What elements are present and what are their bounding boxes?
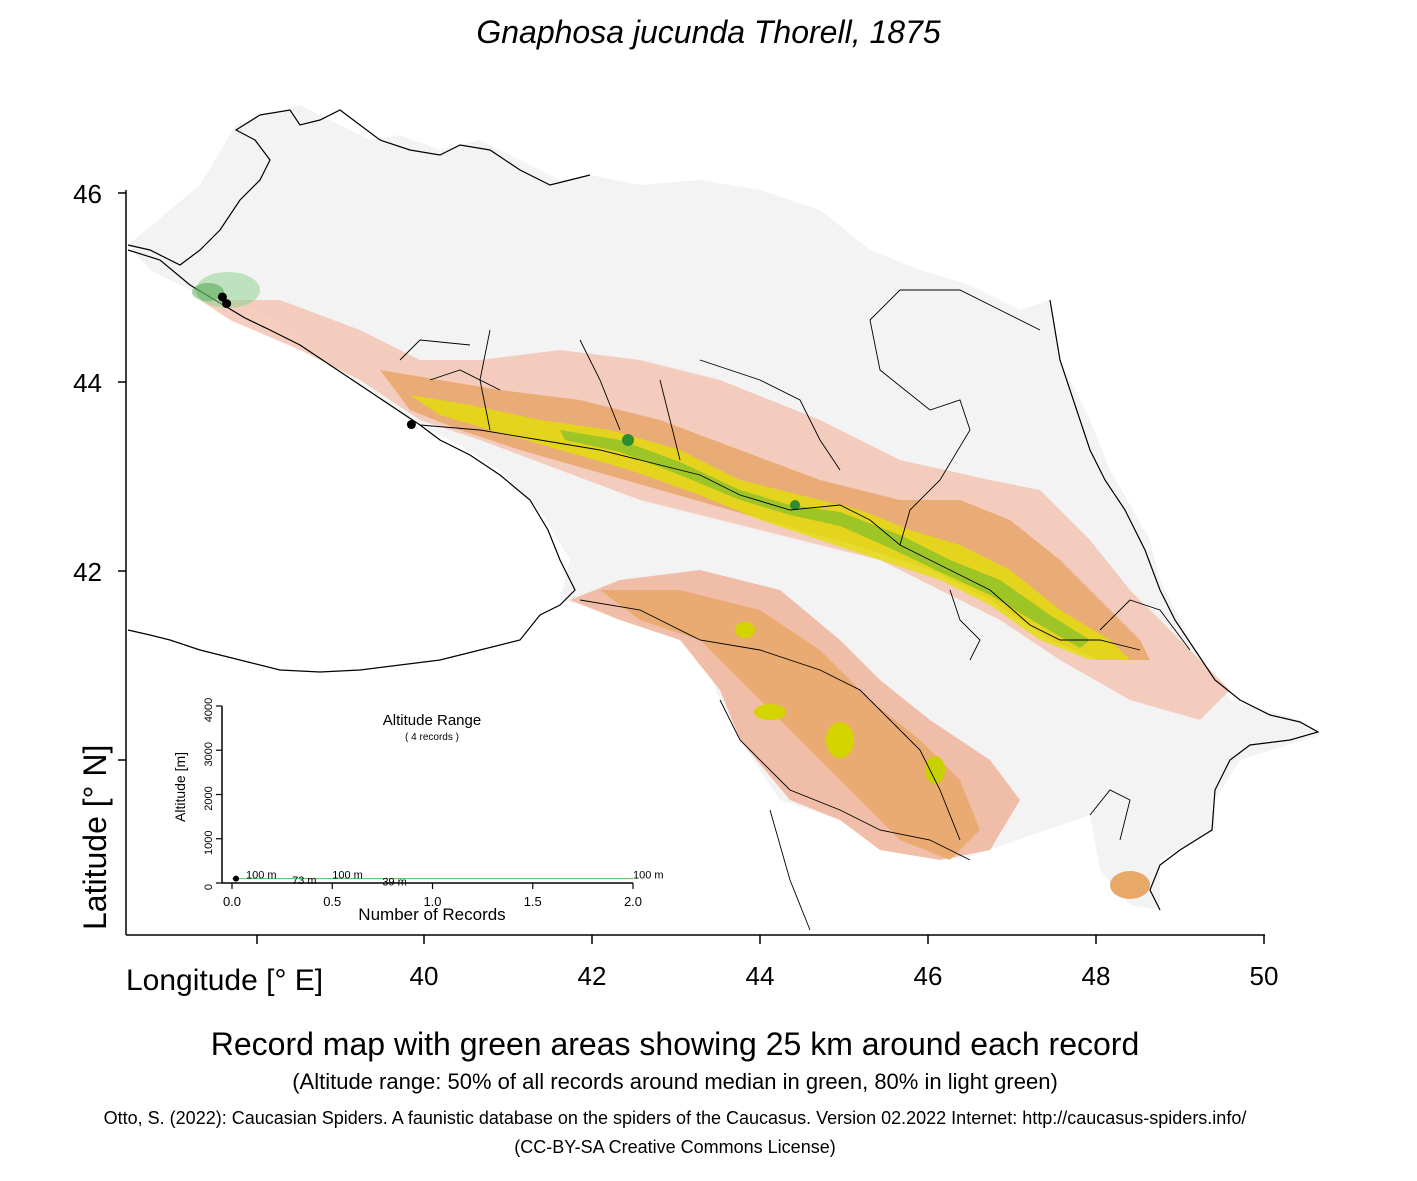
record-point <box>406 420 416 430</box>
inset-y-tick-label: 4000 <box>203 698 215 722</box>
altitude-inset: 0 1000 2000 3000 4000 0.0 0.5 1.0 1.5 2.0 Altitu… <box>172 698 664 924</box>
inset-title: Altitude Range <box>383 712 481 729</box>
peak-elbrus <box>622 434 634 446</box>
x-axis-ticks <box>256 935 1265 944</box>
x-tick-label: 50 <box>1250 961 1279 991</box>
black-sea-coast <box>127 249 576 673</box>
mid-range-south <box>600 590 980 860</box>
y-axis-label: Latitude [° N] <box>77 745 113 930</box>
inset-x-ticks: 0.0 0.5 1.0 1.5 2.0 <box>223 883 642 909</box>
admin-borders <box>399 289 1191 931</box>
inset-y-tick-label: 3000 <box>203 742 215 766</box>
highland-spot <box>826 722 854 758</box>
record-buffer-area <box>196 272 260 308</box>
citation: Otto, S. (2022): Caucasian Spiders. A fa… <box>103 1108 1247 1128</box>
x-tick-label: 46 <box>914 961 943 991</box>
inset-y-label: Altitude [m] <box>172 752 188 822</box>
inset-x-tick-label: 0.0 <box>223 894 241 909</box>
highland-spot <box>735 622 755 638</box>
inset-x-tick-label: 0.5 <box>323 894 341 909</box>
caption-sub: (Altitude range: 50% of all records arou… <box>292 1069 1058 1094</box>
record-buffer-area <box>192 283 224 301</box>
inset-y-tick-label: 2000 <box>203 786 215 810</box>
inset-x-tick-label: 1.5 <box>524 894 542 909</box>
x-axis-label: Longitude [° E] <box>126 964 323 997</box>
inset-y-tick-label: 1000 <box>203 831 215 855</box>
talysh-highland <box>1110 871 1150 899</box>
x-tick-label: 42 <box>578 961 607 991</box>
y-tick-label: 44 <box>73 368 102 398</box>
y-tick-label: 46 <box>73 179 102 209</box>
x-tick-label: 44 <box>746 961 775 991</box>
inset-subtitle: ( 4 records ) <box>405 732 459 743</box>
inset-value-label: 100 m <box>246 870 277 882</box>
inset-x-tick-label: 2.0 <box>624 894 642 909</box>
record-point <box>222 299 232 309</box>
caption-main: Record map with green areas showing 25 k… <box>210 1026 1140 1062</box>
map-title: Gnaphosa jucunda Thorell, 1875 <box>476 14 941 50</box>
y-axis-ticks <box>118 192 126 761</box>
inset-record-point <box>233 875 240 882</box>
inset-value-label: 100 m <box>332 870 363 882</box>
peak-kazbek <box>790 500 800 510</box>
inset-y-ticks: 0 1000 2000 3000 4000 <box>203 698 222 890</box>
inset-value-label: 100 m <box>633 870 664 882</box>
inset-x-tick-label: 1.0 <box>423 894 441 909</box>
inset-value-label: 73 m <box>292 875 316 887</box>
inset-value-label: 39 m <box>382 876 406 888</box>
record-points <box>217 292 416 430</box>
license: (CC-BY-SA Creative Commons License) <box>514 1137 836 1157</box>
inset-y-tick-label: 0 <box>203 884 215 890</box>
caspian-coast <box>1049 299 1320 911</box>
inset-points: 100 m 73 m 100 m 39 m 100 m <box>233 870 664 888</box>
x-tick-label: 40 <box>410 961 439 991</box>
x-tick-label: 48 <box>1082 961 1111 991</box>
azov-coast <box>127 109 591 266</box>
highland-spot <box>925 756 945 784</box>
highland-spot <box>754 704 786 720</box>
y-tick-label: 42 <box>73 557 102 587</box>
inset-x-label: Number of Records <box>358 905 505 924</box>
record-point <box>217 292 227 302</box>
